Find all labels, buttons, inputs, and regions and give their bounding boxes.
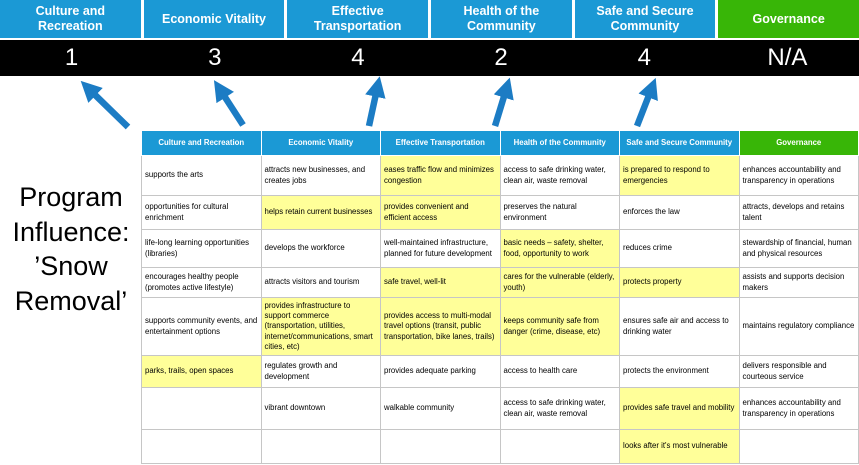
scoreboard-header-row: Culture and Recreation Economic Vitality E… bbox=[0, 0, 859, 38]
scoreboard-header-economic-vitality: Economic Vitality bbox=[143, 0, 285, 38]
matrix-row: supports the arts attracts new businesses… bbox=[141, 155, 859, 196]
matrix-cell: protects the environment bbox=[619, 355, 740, 388]
matrix-cell-highlighted: keeps community safe from danger (crime,… bbox=[499, 297, 620, 356]
matrix-cell bbox=[141, 387, 262, 430]
matrix-row: looks after it's most vulnerable bbox=[141, 429, 859, 464]
matrix-cell-highlighted: cares for the vulnerable (elderly, youth… bbox=[499, 267, 620, 298]
matrix-cell: supports the arts bbox=[141, 155, 262, 196]
matrix-cell-highlighted: eases traffic flow and minimizes congest… bbox=[380, 155, 501, 196]
matrix-cell: enhances accountability and transparency… bbox=[738, 387, 859, 430]
matrix-cell: stewardship of financial, human and phys… bbox=[738, 229, 859, 268]
up-arrow-icon bbox=[491, 77, 514, 127]
scoreboard-header-governance: Governance bbox=[718, 0, 859, 38]
matrix-cell: ensures safe air and access to drinking … bbox=[619, 297, 740, 356]
matrix-cell: access to safe drinking water, clean air… bbox=[499, 387, 620, 430]
matrix-cell: vibrant downtown bbox=[260, 387, 381, 430]
matrix-header-economic-vitality: Economic Vitality bbox=[260, 130, 381, 156]
matrix-cell: regulates growth and development bbox=[260, 355, 381, 388]
score-governance: N/A bbox=[767, 44, 808, 71]
matrix-cell: assists and supports decision makers bbox=[738, 267, 859, 298]
up-arrow-icon bbox=[213, 80, 246, 127]
matrix-cell-highlighted: looks after it's most vulnerable bbox=[619, 429, 740, 464]
matrix-row: life-long learning opportunities (librar… bbox=[141, 229, 859, 268]
matrix-cell-highlighted: is prepared to respond to emergencies bbox=[619, 155, 740, 196]
matrix-header-effective-transportation: Effective Transportation bbox=[380, 130, 501, 156]
matrix-cell: provides adequate parking bbox=[380, 355, 501, 388]
score-effective-transportation: 4 bbox=[351, 44, 365, 71]
matrix-cell bbox=[380, 429, 501, 464]
matrix-cell: well-maintained infrastructure, planned … bbox=[380, 229, 501, 268]
matrix-row: parks, trails, open spaces regulates grow… bbox=[141, 355, 859, 388]
matrix-row: opportunities for cultural enrichment hel… bbox=[141, 195, 859, 230]
matrix-cell-highlighted: safe travel, well-lit bbox=[380, 267, 501, 298]
up-arrow-icon bbox=[365, 76, 386, 127]
matrix-cell: life-long learning opportunities (librar… bbox=[141, 229, 262, 268]
matrix-row: encourages healthy people (promotes acti… bbox=[141, 267, 859, 298]
matrix-body: supports the arts attracts new businesses… bbox=[141, 155, 859, 464]
matrix-header-row: Culture and Recreation Economic Vitality E… bbox=[141, 130, 859, 156]
matrix-cell: enhances accountability and transparency… bbox=[738, 155, 859, 196]
matrix-header-culture-and-recreation: Culture and Recreation bbox=[141, 130, 262, 156]
matrix-cell: preserves the natural environment bbox=[499, 195, 620, 230]
matrix-cell: walkable community bbox=[380, 387, 501, 430]
score-safe-and-secure-community: 4 bbox=[637, 44, 651, 71]
matrix-cell: reduces crime bbox=[619, 229, 740, 268]
matrix-cell-highlighted: provides access to multi-modal travel op… bbox=[380, 297, 501, 356]
matrix-cell-highlighted: provides convenient and efficient access bbox=[380, 195, 501, 230]
matrix-row: vibrant downtown walkable community access… bbox=[141, 387, 859, 430]
matrix-cell-highlighted: helps retain current businesses bbox=[260, 195, 381, 230]
score-economic-vitality: 3 bbox=[208, 44, 222, 71]
scoreboard-header-culture-and-recreation: Culture and Recreation bbox=[0, 0, 141, 38]
matrix-header-health-of-the-community: Health of the Community bbox=[499, 130, 620, 156]
matrix-cell: access to health care bbox=[499, 355, 620, 388]
score-culture-and-recreation: 1 bbox=[64, 44, 79, 71]
scoreboard-header-effective-transportation: Effective Transportation bbox=[287, 0, 428, 38]
up-arrow-icon bbox=[80, 80, 131, 130]
matrix-cell-highlighted: provides infrastructure to support comme… bbox=[260, 297, 381, 356]
matrix-cell: maintains regulatory compliance bbox=[738, 297, 859, 356]
matrix-cell: attracts visitors and tourism bbox=[260, 267, 381, 298]
matrix-cell: encourages healthy people (promotes acti… bbox=[141, 267, 262, 298]
matrix-cell bbox=[738, 429, 859, 464]
matrix-header-governance: Governance bbox=[738, 130, 859, 156]
matrix-cell bbox=[499, 429, 620, 464]
matrix-cell: attracts, develops and retains talent bbox=[738, 195, 859, 230]
score-health-of-the-community: 2 bbox=[494, 44, 508, 71]
influence-matrix: Culture and Recreation Economic Vitality E… bbox=[141, 130, 859, 464]
matrix-cell: develops the workforce bbox=[260, 229, 381, 268]
matrix-row: supports community events, and entertain… bbox=[141, 297, 859, 356]
matrix-cell-highlighted: basic needs – safety, shelter, food, opp… bbox=[499, 229, 620, 268]
program-title: Program Influence: ’Snow Removal’ bbox=[12, 182, 130, 316]
matrix-cell: delivers responsible and courteous servi… bbox=[738, 355, 859, 388]
matrix-cell: enforces the law bbox=[619, 195, 740, 230]
matrix-cell: supports community events, and entertain… bbox=[141, 297, 262, 356]
matrix-cell: access to safe drinking water, clean air… bbox=[499, 155, 620, 196]
matrix-cell-highlighted: protects property bbox=[619, 267, 740, 298]
matrix-cell-highlighted: parks, trails, open spaces bbox=[141, 355, 262, 388]
matrix-cell bbox=[260, 429, 381, 464]
scoreboard-header-health-of-the-community: Health of the Community bbox=[431, 0, 572, 38]
matrix-cell: opportunities for cultural enrichment bbox=[141, 195, 262, 230]
matrix-cell-highlighted: provides safe travel and mobility bbox=[619, 387, 740, 430]
matrix-cell bbox=[141, 429, 262, 464]
up-arrow-icon bbox=[633, 77, 658, 128]
scoreboard-value-row: 1 3 4 2 4 N/A bbox=[0, 40, 859, 76]
scoreboard-header-safe-and-secure-community: Safe and Secure Community bbox=[574, 0, 716, 38]
matrix-header-safe-and-secure-community: Safe and Secure Community bbox=[619, 130, 740, 156]
matrix-cell: attracts new businesses, and creates job… bbox=[260, 155, 381, 196]
